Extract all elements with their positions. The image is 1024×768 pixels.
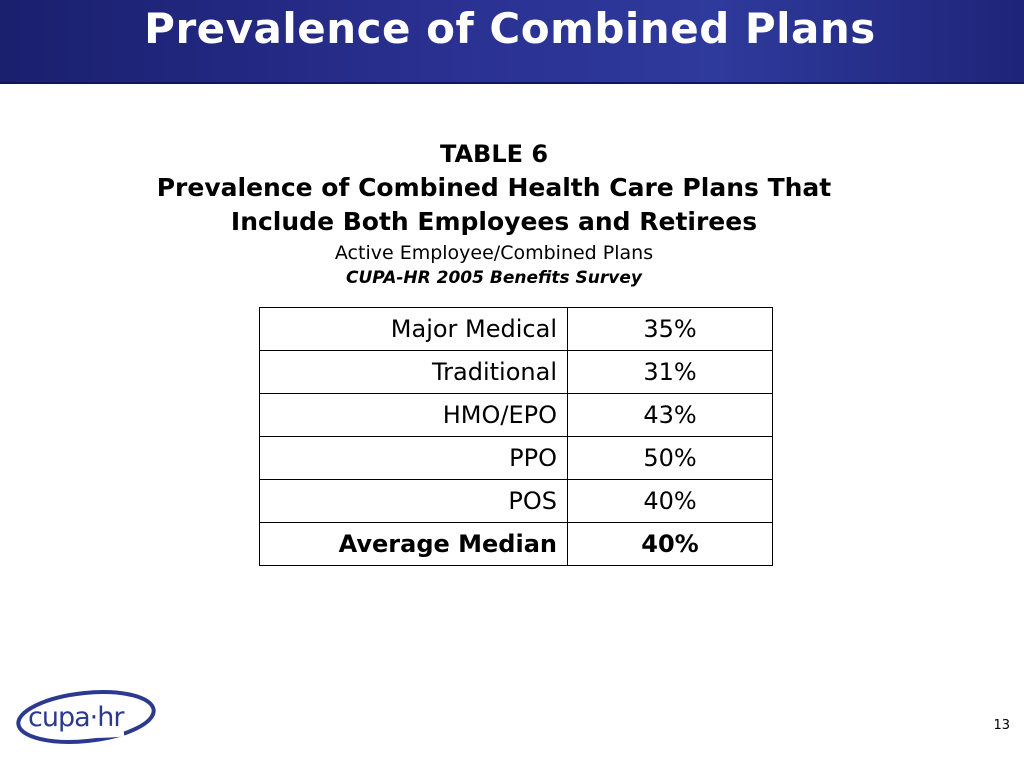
plan-type-cell: HMO/EPO <box>259 393 568 437</box>
plan-type-cell: PPO <box>259 436 568 480</box>
plans-table: Major Medical 35% Traditional 31% HMO/EP… <box>259 307 773 566</box>
table-subtitle: Active Employee/Combined Plans <box>334 242 654 264</box>
page-number: 13 <box>993 718 1010 733</box>
summary-row: Average Median 40% <box>259 522 773 566</box>
prevalence-cell: 31% <box>567 350 773 394</box>
slide-title: Prevalence of Combined Plans <box>144 4 876 53</box>
prevalence-cell: 40% <box>567 479 773 523</box>
table-number: TABLE 6 <box>439 140 549 168</box>
table-title-line-1: Prevalence of Combined Health Care Plans… <box>156 173 832 202</box>
summary-value-cell: 40% <box>567 522 773 566</box>
svg-text:cupa·hr: cupa·hr <box>28 702 125 733</box>
cupa-hr-logo: cupa·hr <box>16 690 156 744</box>
prevalence-cell: 35% <box>567 307 773 351</box>
table-row: Traditional 31% <box>259 350 773 394</box>
table-row: POS 40% <box>259 479 773 523</box>
table-row: HMO/EPO 43% <box>259 393 773 437</box>
table-row: Major Medical 35% <box>259 307 773 351</box>
title-bar: Prevalence of Combined Plans <box>0 0 1024 84</box>
plan-type-cell: POS <box>259 479 568 523</box>
plan-type-cell: Traditional <box>259 350 568 394</box>
prevalence-cell: 43% <box>567 393 773 437</box>
prevalence-cell: 50% <box>567 436 773 480</box>
table-source: CUPA-HR 2005 Benefits Survey <box>346 268 642 288</box>
table-title-line-2: Include Both Employees and Retirees <box>230 207 758 236</box>
summary-label-cell: Average Median <box>259 522 568 566</box>
plan-type-cell: Major Medical <box>259 307 568 351</box>
table-row: PPO 50% <box>259 436 773 480</box>
